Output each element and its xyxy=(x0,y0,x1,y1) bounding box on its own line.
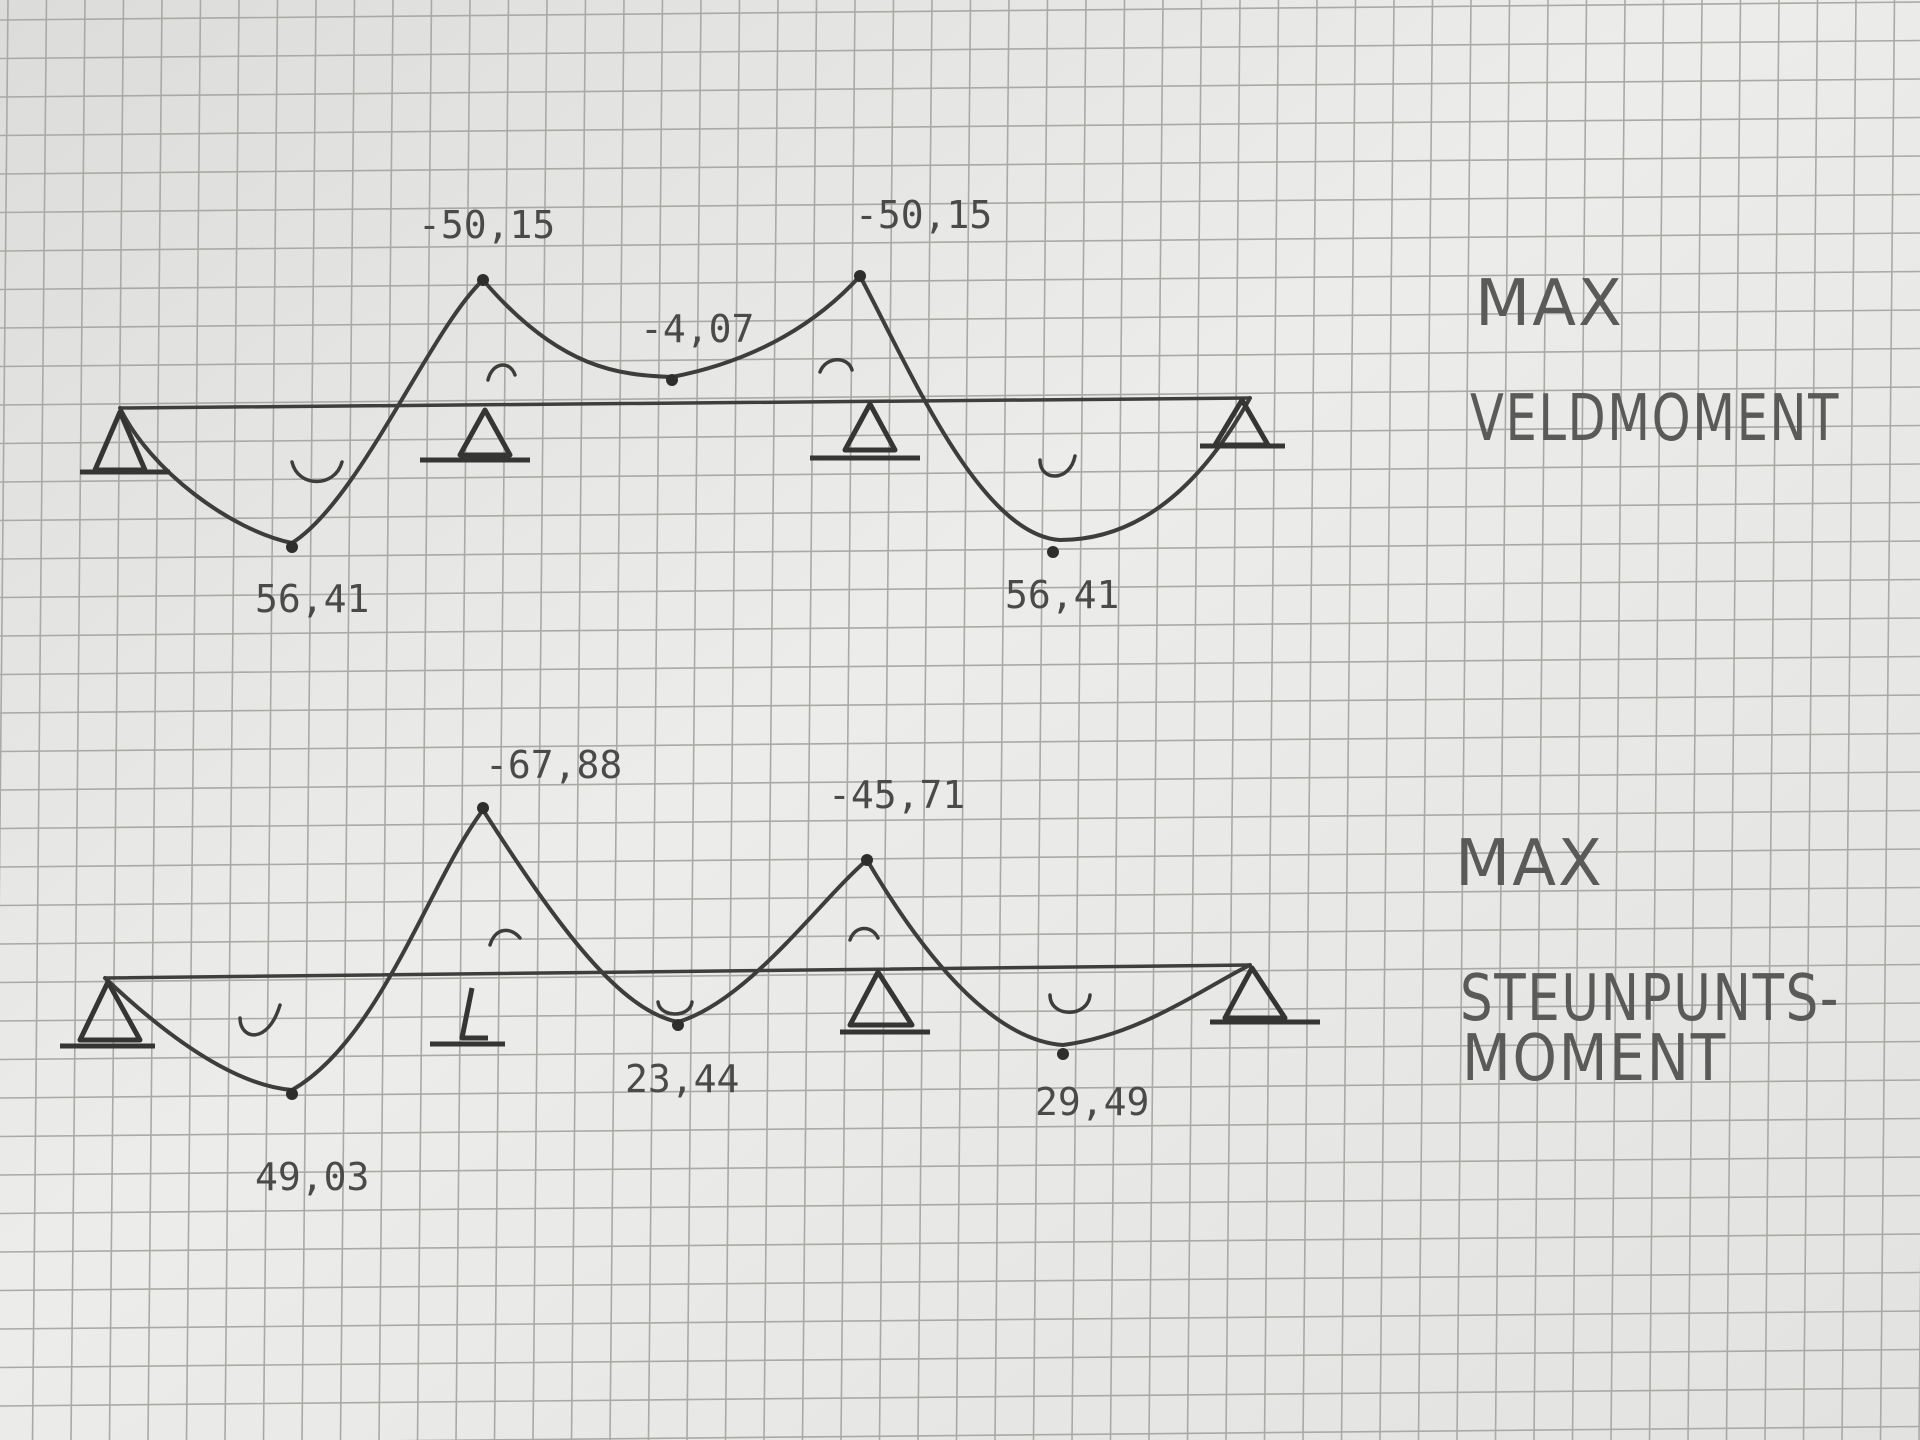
value-point xyxy=(477,802,489,814)
hogging-mark xyxy=(488,928,522,947)
support-triangle xyxy=(80,409,170,475)
hogging-mark xyxy=(486,363,517,382)
value-label-field-right: 29,49 xyxy=(1035,1080,1149,1124)
support-triangle xyxy=(1210,965,1320,1025)
support-triangle xyxy=(1200,397,1285,449)
value-point xyxy=(477,274,489,286)
hogging-mark xyxy=(848,926,880,942)
support-triangle xyxy=(420,407,530,463)
value-label-support-right: -50,15 xyxy=(855,193,992,237)
sagging-mark xyxy=(1038,454,1077,478)
value-point xyxy=(1047,546,1059,558)
sagging-mark xyxy=(290,460,344,484)
diagram-title-line1: MAX xyxy=(1455,827,1604,901)
value-label-field-left: 49,03 xyxy=(255,1155,369,1199)
sagging-mark xyxy=(656,1000,694,1016)
value-point xyxy=(286,541,298,553)
value-point xyxy=(286,1088,298,1100)
diagram-title-line2: STEUNPUNTS- xyxy=(1460,962,1840,1036)
sagging-mark xyxy=(238,1003,282,1037)
diagram-title-line1: MAX xyxy=(1475,267,1624,341)
value-label-field-center: 23,44 xyxy=(625,1057,739,1101)
beam-line xyxy=(118,396,1252,410)
value-point xyxy=(861,854,873,866)
support-triangle xyxy=(60,979,155,1049)
diagram-max-veldmoment: -50,15 -50,15 -4,07 56,41 56,41 MAX VELD… xyxy=(80,193,1840,621)
support-triangle xyxy=(430,987,505,1047)
value-label-field-left: 56,41 xyxy=(255,577,369,621)
hogging-mark xyxy=(818,358,854,374)
value-point xyxy=(1057,1048,1069,1060)
support-triangle xyxy=(840,969,930,1035)
support-triangle xyxy=(810,401,920,461)
moment-curve xyxy=(103,808,1252,1092)
diagram-title-line2: VELDMOMENT xyxy=(1470,382,1840,456)
value-label-midspan-center: -4,07 xyxy=(640,307,754,351)
diagram-max-steunpuntsmoment: -67,88 -45,71 49,03 23,44 29,49 MAX STEU… xyxy=(60,743,1840,1199)
diagram-title-line3: MOMENT xyxy=(1462,1022,1727,1096)
value-point xyxy=(672,1019,684,1031)
value-label-support-right: -45,71 xyxy=(828,773,965,817)
value-label-field-right: 56,41 xyxy=(1005,573,1119,617)
value-label-support-left: -50,15 xyxy=(418,203,555,247)
value-point xyxy=(666,374,678,386)
beam-line xyxy=(103,963,1252,980)
value-label-support-left: -67,88 xyxy=(485,743,622,787)
value-point xyxy=(854,270,866,282)
sagging-mark xyxy=(1048,993,1092,1014)
